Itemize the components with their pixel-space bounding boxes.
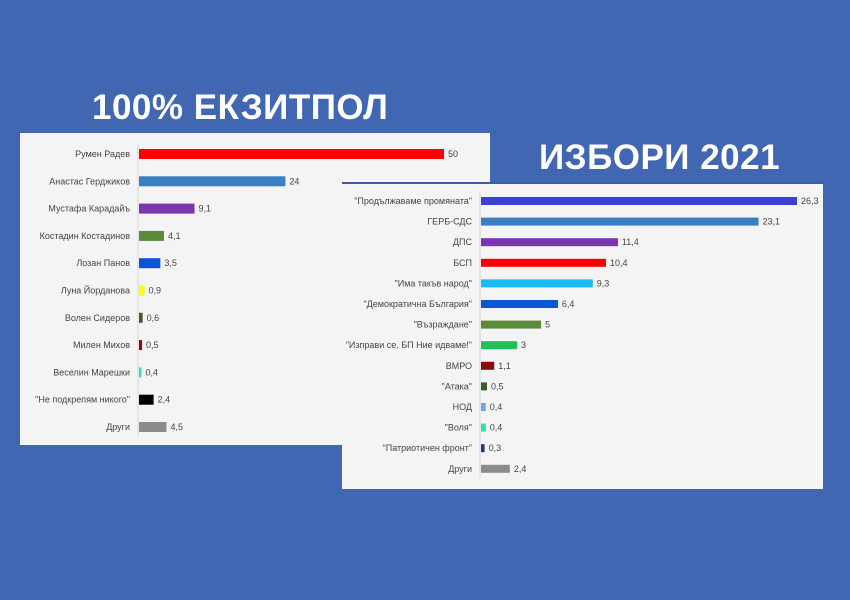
value-label: 0,3 bbox=[489, 443, 502, 453]
bar bbox=[139, 149, 444, 159]
category-label: Други bbox=[106, 422, 130, 432]
category-label: Анастас Герджиков bbox=[49, 176, 130, 186]
value-label: 50 bbox=[448, 149, 458, 159]
value-label: 5 bbox=[545, 320, 550, 330]
category-label: "Воля" bbox=[445, 423, 472, 433]
category-label: "Възраждане" bbox=[414, 320, 472, 330]
bar bbox=[481, 217, 759, 226]
bar bbox=[481, 361, 495, 370]
value-label: 0,4 bbox=[490, 423, 503, 433]
value-label: 9,3 bbox=[597, 278, 610, 288]
category-label: НОД bbox=[453, 402, 472, 412]
elections-chart: "Продължаваме промяната" 26,3 ГЕРБ-СДС 23,1… bbox=[346, 191, 819, 479]
category-label: "Продължаваме промяната" bbox=[354, 196, 472, 206]
value-label: 0,6 bbox=[147, 313, 160, 323]
bar bbox=[139, 176, 286, 187]
category-label: БСП bbox=[453, 258, 472, 268]
value-label: 3,5 bbox=[164, 258, 177, 268]
category-label: Луна Йорданова bbox=[61, 285, 130, 296]
value-label: 2,4 bbox=[158, 395, 171, 405]
bar bbox=[481, 279, 593, 288]
bar bbox=[139, 367, 142, 378]
category-label: Лозан Панов bbox=[76, 258, 130, 268]
value-label: 0,4 bbox=[490, 402, 503, 412]
bar bbox=[481, 300, 558, 308]
value-label: 0,4 bbox=[145, 367, 158, 377]
bar bbox=[139, 230, 165, 241]
value-label: 26,3 bbox=[801, 196, 819, 206]
bar bbox=[139, 394, 154, 405]
bar bbox=[139, 340, 143, 351]
value-label: 0,5 bbox=[491, 381, 504, 391]
value-label: 23,1 bbox=[763, 217, 781, 227]
category-label: "Не подкрепям никого" bbox=[35, 395, 130, 405]
category-label: Волен Сидеров bbox=[65, 313, 130, 323]
category-label: Други bbox=[448, 464, 472, 474]
category-label: Мустафа Карадайъ bbox=[48, 204, 130, 214]
value-label: 24 bbox=[289, 176, 299, 186]
value-label: 6,4 bbox=[562, 299, 575, 309]
category-label: "Демократична България" bbox=[363, 299, 472, 309]
value-label: 4,1 bbox=[168, 231, 181, 241]
bar bbox=[481, 197, 797, 205]
bar bbox=[481, 238, 618, 247]
elections-title: ИЗБОРИ 2021 bbox=[539, 138, 781, 177]
value-label: 4,5 bbox=[170, 422, 183, 432]
bar bbox=[481, 464, 510, 473]
bar bbox=[481, 444, 485, 453]
category-label: Веселин Марешки bbox=[53, 367, 130, 377]
value-label: 1,1 bbox=[498, 361, 511, 371]
bar bbox=[139, 422, 167, 432]
elections-chart-panel: "Продължаваме промяната" 26,3 ГЕРБ-СДС 23,1… bbox=[342, 182, 823, 489]
bar bbox=[139, 312, 143, 323]
category-label: Костадин Костадинов bbox=[40, 231, 131, 241]
value-label: 0,9 bbox=[148, 286, 161, 296]
category-label: ДПС bbox=[453, 237, 473, 247]
category-label: "Атака" bbox=[442, 381, 472, 391]
value-label: 11,4 bbox=[622, 237, 639, 247]
category-label: ВМРО bbox=[446, 361, 472, 371]
category-label: Милен Михов bbox=[73, 340, 130, 350]
bar bbox=[139, 203, 195, 214]
bar bbox=[139, 258, 161, 269]
value-label: 2,4 bbox=[514, 464, 527, 474]
category-label: Румен Радев bbox=[75, 149, 130, 159]
bar bbox=[481, 320, 542, 329]
value-label: 10,4 bbox=[610, 258, 628, 268]
bar bbox=[481, 403, 486, 411]
exitpoll-title: 100% ЕКЗИТПОЛ bbox=[92, 88, 389, 127]
category-label: ГЕРБ-СДС bbox=[427, 217, 472, 227]
bar bbox=[481, 258, 606, 267]
value-label: 9,1 bbox=[199, 204, 212, 214]
bar bbox=[481, 423, 486, 432]
bar bbox=[481, 341, 518, 350]
value-label: 3 bbox=[521, 340, 526, 350]
category-label: "Изправи се. БП Ние идваме!" bbox=[346, 340, 472, 350]
value-label: 0,5 bbox=[146, 340, 159, 350]
bar bbox=[139, 285, 145, 296]
category-label: "Има такъв народ" bbox=[395, 278, 472, 288]
exitpoll-chart: Румен Радев 50 Анастас Герджиков 24 Мустафа … bbox=[35, 144, 458, 437]
category-label: "Патриотичен фронт" bbox=[383, 443, 472, 453]
bar bbox=[481, 382, 488, 391]
